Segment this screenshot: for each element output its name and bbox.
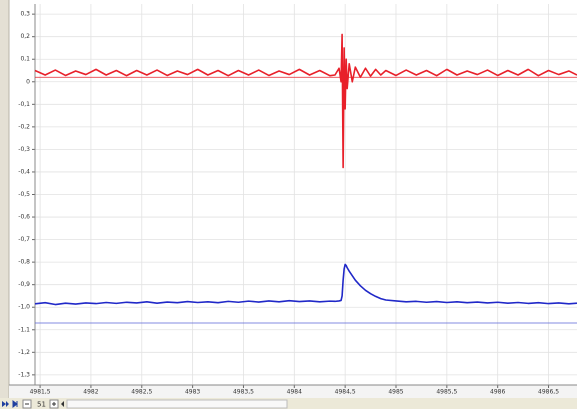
y-tick-label: -1,3 — [18, 371, 30, 378]
x-tick-label: 4981,5 — [30, 389, 51, 396]
y-tick-label: 0,3 — [20, 11, 30, 18]
play-button[interactable] — [2, 401, 9, 407]
zoom-label: 51 — [37, 401, 46, 409]
series-line — [34, 263, 577, 306]
x-axis: 4981,5 4982 4982,5 4983 4983,5 4984 4984,5 4985… — [9, 384, 577, 396]
y-tick-label: 0 — [26, 78, 30, 85]
toolbar-bg — [0, 398, 577, 409]
x-tick-label: 4986,5 — [538, 389, 559, 396]
toolbar: 51 — [0, 398, 577, 409]
x-tick-label: 4985,5 — [436, 389, 457, 396]
x-tick-label: 4982 — [83, 389, 98, 396]
x-tick-label: 4985 — [388, 389, 403, 396]
x-tick-label: 4983 — [185, 389, 200, 396]
y-tick-label: -0,3 — [18, 146, 30, 153]
y-tick-label: -1,2 — [18, 349, 30, 356]
x-tick-label: 4984 — [287, 389, 302, 396]
y-tick-label: -0,8 — [18, 259, 30, 266]
series-line — [34, 33, 577, 169]
y-tick-label: -0,2 — [18, 123, 30, 130]
y-tick-label: -0,5 — [18, 191, 30, 198]
y-tick-label: -1,1 — [18, 326, 30, 333]
x-tick-label: 4982,5 — [131, 389, 152, 396]
y-tick-label: -1,0 — [18, 304, 30, 311]
x-axis-strip — [9, 385, 577, 398]
y-tick-label: -0,1 — [18, 101, 30, 108]
y-tick-label: -0,6 — [18, 214, 30, 221]
x-tick-label: 4984,5 — [335, 389, 356, 396]
x-tick-label: 4983,5 — [233, 389, 254, 396]
y-tick-label: 0,2 — [20, 33, 30, 40]
scrollbar[interactable] — [66, 399, 288, 409]
y-tick-label: -0,9 — [18, 281, 30, 288]
y-tick-label: -0,4 — [18, 168, 30, 175]
y-tick-label: -0,7 — [18, 236, 30, 243]
y-tick-label: 0,1 — [20, 56, 30, 63]
x-tick-label: 4986 — [490, 389, 505, 396]
end-button[interactable] — [12, 400, 18, 408]
scroll-left[interactable] — [61, 401, 64, 407]
plot: 0,3 0,2 0,1 0 -0,1 -0,2 -0,3 -0,4 -0,5 -0,6 -0,7 -0… — [18, 4, 577, 385]
plus-icon — [52, 402, 56, 406]
left-panel — [0, 0, 9, 398]
